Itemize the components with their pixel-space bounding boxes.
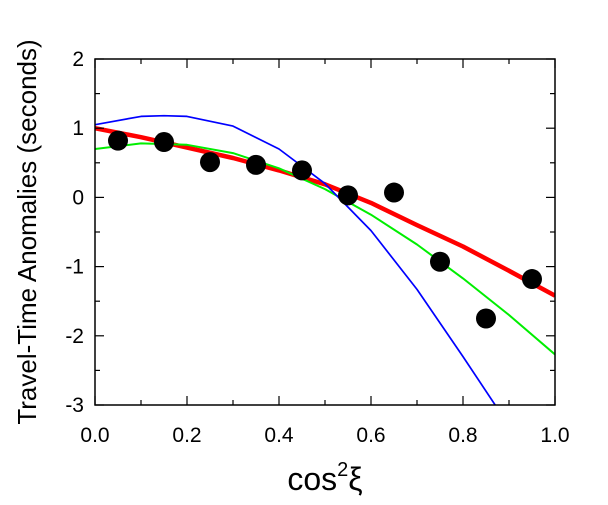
y-tick-label: -1: [65, 256, 84, 279]
plot-frame: [94, 58, 556, 406]
x-tick-labels: 0.0 0.2 0.4 0.6 0.8 1.0: [80, 424, 569, 447]
data-point: [246, 154, 266, 175]
x-tick-label: 0.4: [264, 424, 294, 447]
y-tick-labels: 2 1 0 -1 -2 -3: [65, 48, 84, 417]
y-tick-label: -2: [65, 325, 84, 348]
x-axis-title-sup: 2: [337, 459, 348, 481]
x-tick-label: 0.0: [80, 424, 109, 447]
y-tick-label: 2: [72, 48, 84, 71]
y-tick-label: 1: [72, 117, 84, 140]
y-tick-label: -3: [65, 394, 84, 417]
data-point: [384, 182, 404, 203]
data-point: [338, 185, 358, 206]
fit-curve-red: [95, 125, 555, 298]
y-axis-title: Travel-Time Anomalies (seconds): [12, 39, 42, 424]
data-points: [108, 130, 542, 329]
x-tick-label: 1.0: [540, 424, 569, 447]
data-point: [430, 251, 450, 272]
fit-curves: [95, 114, 555, 405]
x-axis-title-symbol: ξ: [348, 461, 362, 497]
x-tick-label: 0.2: [172, 424, 201, 447]
x-axis-title-base: cos: [287, 461, 337, 497]
y-tick-label: 0: [72, 186, 84, 209]
data-point: [292, 160, 312, 181]
data-point: [476, 308, 496, 329]
x-axis-title: cos2ξ: [287, 459, 362, 497]
fit-curve-blue: [95, 114, 532, 405]
axis-ticks: [94, 58, 556, 406]
x-tick-label: 0.6: [356, 424, 385, 447]
x-tick-label: 0.8: [448, 424, 477, 447]
data-point: [108, 130, 128, 151]
data-point: [154, 132, 174, 153]
data-point: [522, 269, 542, 290]
data-point: [200, 152, 220, 173]
